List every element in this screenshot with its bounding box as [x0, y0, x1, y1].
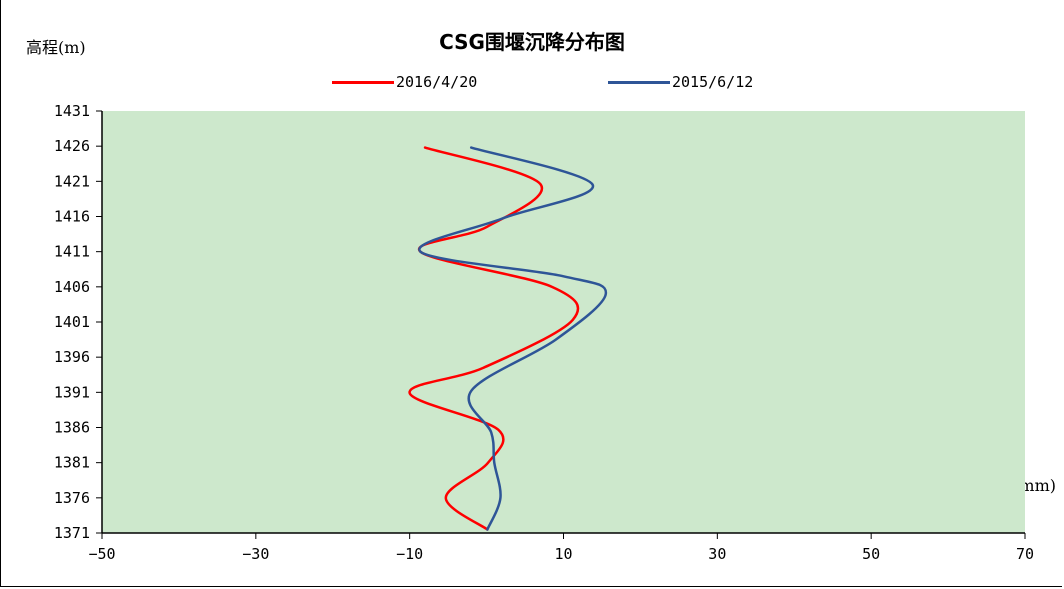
y-tick-label: 1431	[54, 102, 90, 120]
legend-label-series-1: 2016/4/20	[396, 73, 478, 91]
y-tick-label: 1391	[54, 383, 90, 401]
x-tick-label: 30	[708, 545, 726, 563]
y-tick-label: 1386	[54, 419, 90, 437]
legend-swatch-series-1	[332, 80, 394, 84]
y-tick-label: 1401	[54, 313, 90, 331]
y-tick-label: 1406	[54, 278, 90, 296]
y-tick-label: 1371	[54, 524, 90, 542]
legend-swatch-series-2	[608, 80, 670, 84]
y-tick-label: 1381	[54, 454, 90, 472]
chart-title: CSG围堰沉降分布图	[439, 30, 625, 54]
plot-area	[102, 111, 1025, 533]
x-tick-label: −50	[88, 545, 115, 563]
y-tick-label: 1426	[54, 137, 90, 155]
series-line-2	[418, 146, 608, 531]
y-tick-label: 1411	[54, 243, 90, 261]
legend: 2016/4/20 2015/6/12	[0, 73, 1064, 97]
legend-item-series-1: 2016/4/20	[332, 73, 477, 91]
legend-label-series-2: 2015/6/12	[672, 73, 754, 91]
y-tick-label: 1416	[54, 208, 90, 226]
x-tick-label: 50	[862, 545, 880, 563]
y-axis-title: 高程(m)	[26, 38, 86, 57]
y-tick-label: 1421	[54, 172, 90, 190]
y-tick-label: 1396	[54, 348, 90, 366]
x-tick-label: −10	[396, 545, 423, 563]
y-tick-label: 1376	[54, 489, 90, 507]
legend-item-series-2: 2015/6/12	[608, 73, 753, 91]
x-tick-label: −30	[242, 545, 269, 563]
series-line-1	[408, 146, 580, 531]
x-tick-label: 70	[1016, 545, 1034, 563]
x-tick-label: 10	[554, 545, 572, 563]
